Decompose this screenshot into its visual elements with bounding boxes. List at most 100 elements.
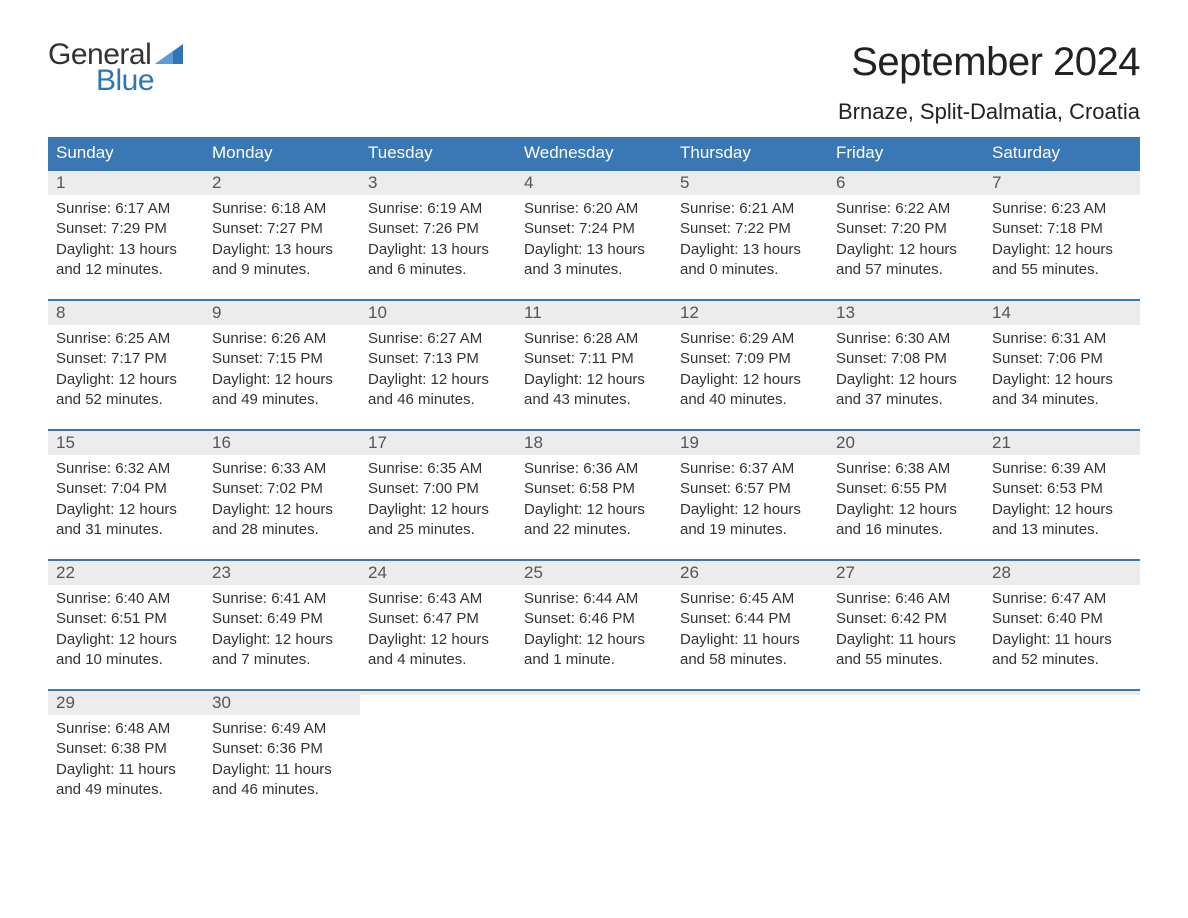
daylight-line2: and 55 minutes. [836,650,976,670]
daylight-line2: and 40 minutes. [680,390,820,410]
day-number: 27 [828,561,984,585]
day-number: 12 [672,301,828,325]
sunset-text: Sunset: 7:29 PM [56,219,196,239]
day-details: Sunrise: 6:21 AMSunset: 7:22 PMDaylight:… [672,195,828,280]
daylight-line2: and 4 minutes. [368,650,508,670]
calendar-day: 2Sunrise: 6:18 AMSunset: 7:27 PMDaylight… [204,171,360,281]
sunset-text: Sunset: 7:13 PM [368,349,508,369]
daylight-line1: Daylight: 12 hours [56,500,196,520]
location: Brnaze, Split-Dalmatia, Croatia [838,99,1140,125]
calendar-day: 23Sunrise: 6:41 AMSunset: 6:49 PMDayligh… [204,561,360,671]
daylight-line2: and 49 minutes. [56,780,196,800]
calendar-day: 25Sunrise: 6:44 AMSunset: 6:46 PMDayligh… [516,561,672,671]
sunrise-text: Sunrise: 6:48 AM [56,719,196,739]
daylight-line2: and 43 minutes. [524,390,664,410]
sunrise-text: Sunrise: 6:28 AM [524,329,664,349]
header: General Blue September 2024 Brnaze, Spli… [48,40,1140,125]
calendar-day: 7Sunrise: 6:23 AMSunset: 7:18 PMDaylight… [984,171,1140,281]
day-number: 29 [48,691,204,715]
daylight-line2: and 13 minutes. [992,520,1132,540]
sunrise-text: Sunrise: 6:30 AM [836,329,976,349]
day-number: 17 [360,431,516,455]
day-details: Sunrise: 6:44 AMSunset: 6:46 PMDaylight:… [516,585,672,670]
daylight-line1: Daylight: 12 hours [212,500,352,520]
daylight-line1: Daylight: 12 hours [524,500,664,520]
daylight-line2: and 46 minutes. [212,780,352,800]
day-details: Sunrise: 6:19 AMSunset: 7:26 PMDaylight:… [360,195,516,280]
day-number: 6 [828,171,984,195]
weekday-header: Thursday [672,137,828,169]
daylight-line1: Daylight: 12 hours [524,630,664,650]
day-details: Sunrise: 6:38 AMSunset: 6:55 PMDaylight:… [828,455,984,540]
weekday-header: Tuesday [360,137,516,169]
daylight-line2: and 22 minutes. [524,520,664,540]
calendar-week: 8Sunrise: 6:25 AMSunset: 7:17 PMDaylight… [48,299,1140,411]
day-number: 13 [828,301,984,325]
daylight-line1: Daylight: 13 hours [524,240,664,260]
sunset-text: Sunset: 7:17 PM [56,349,196,369]
day-details: Sunrise: 6:22 AMSunset: 7:20 PMDaylight:… [828,195,984,280]
day-details: Sunrise: 6:40 AMSunset: 6:51 PMDaylight:… [48,585,204,670]
calendar-day: 8Sunrise: 6:25 AMSunset: 7:17 PMDaylight… [48,301,204,411]
daylight-line2: and 10 minutes. [56,650,196,670]
title-block: September 2024 Brnaze, Split-Dalmatia, C… [838,40,1140,125]
sunrise-text: Sunrise: 6:38 AM [836,459,976,479]
sunrise-text: Sunrise: 6:43 AM [368,589,508,609]
day-details: Sunrise: 6:49 AMSunset: 6:36 PMDaylight:… [204,715,360,800]
calendar-day: 12Sunrise: 6:29 AMSunset: 7:09 PMDayligh… [672,301,828,411]
day-number: 8 [48,301,204,325]
calendar-day: 9Sunrise: 6:26 AMSunset: 7:15 PMDaylight… [204,301,360,411]
day-number: 21 [984,431,1140,455]
calendar-day: 19Sunrise: 6:37 AMSunset: 6:57 PMDayligh… [672,431,828,541]
day-number: 15 [48,431,204,455]
sunset-text: Sunset: 7:20 PM [836,219,976,239]
day-number: 4 [516,171,672,195]
daylight-line1: Daylight: 11 hours [56,760,196,780]
sunset-text: Sunset: 7:27 PM [212,219,352,239]
calendar-day: 3Sunrise: 6:19 AMSunset: 7:26 PMDaylight… [360,171,516,281]
calendar-day: 28Sunrise: 6:47 AMSunset: 6:40 PMDayligh… [984,561,1140,671]
sunset-text: Sunset: 6:57 PM [680,479,820,499]
daylight-line1: Daylight: 13 hours [56,240,196,260]
daylight-line2: and 7 minutes. [212,650,352,670]
daylight-line1: Daylight: 12 hours [992,370,1132,390]
day-details: Sunrise: 6:47 AMSunset: 6:40 PMDaylight:… [984,585,1140,670]
day-details: Sunrise: 6:46 AMSunset: 6:42 PMDaylight:… [828,585,984,670]
day-details: Sunrise: 6:30 AMSunset: 7:08 PMDaylight:… [828,325,984,410]
logo-flag-icon [155,44,183,64]
sunset-text: Sunset: 7:15 PM [212,349,352,369]
weekday-header: Sunday [48,137,204,169]
day-details: Sunrise: 6:18 AMSunset: 7:27 PMDaylight:… [204,195,360,280]
daylight-line2: and 16 minutes. [836,520,976,540]
day-number: 22 [48,561,204,585]
calendar-week: 22Sunrise: 6:40 AMSunset: 6:51 PMDayligh… [48,559,1140,671]
sunrise-text: Sunrise: 6:31 AM [992,329,1132,349]
calendar-day: 6Sunrise: 6:22 AMSunset: 7:20 PMDaylight… [828,171,984,281]
daylight-line2: and 55 minutes. [992,260,1132,280]
daylight-line1: Daylight: 12 hours [212,630,352,650]
day-details: Sunrise: 6:35 AMSunset: 7:00 PMDaylight:… [360,455,516,540]
sunrise-text: Sunrise: 6:23 AM [992,199,1132,219]
day-number: 11 [516,301,672,325]
sunset-text: Sunset: 6:42 PM [836,609,976,629]
calendar-day: 21Sunrise: 6:39 AMSunset: 6:53 PMDayligh… [984,431,1140,541]
sunrise-text: Sunrise: 6:18 AM [212,199,352,219]
daylight-line1: Daylight: 13 hours [212,240,352,260]
day-details: Sunrise: 6:33 AMSunset: 7:02 PMDaylight:… [204,455,360,540]
day-number: 26 [672,561,828,585]
calendar: SundayMondayTuesdayWednesdayThursdayFrid… [48,137,1140,801]
daylight-line1: Daylight: 12 hours [56,630,196,650]
sunset-text: Sunset: 6:51 PM [56,609,196,629]
sunrise-text: Sunrise: 6:39 AM [992,459,1132,479]
sunrise-text: Sunrise: 6:19 AM [368,199,508,219]
day-details: Sunrise: 6:26 AMSunset: 7:15 PMDaylight:… [204,325,360,410]
day-number: 24 [360,561,516,585]
day-number: 20 [828,431,984,455]
day-details: Sunrise: 6:23 AMSunset: 7:18 PMDaylight:… [984,195,1140,280]
sunset-text: Sunset: 6:55 PM [836,479,976,499]
calendar-day [672,691,828,801]
sunset-text: Sunset: 7:09 PM [680,349,820,369]
day-number: 10 [360,301,516,325]
weekday-header: Friday [828,137,984,169]
day-number: 2 [204,171,360,195]
